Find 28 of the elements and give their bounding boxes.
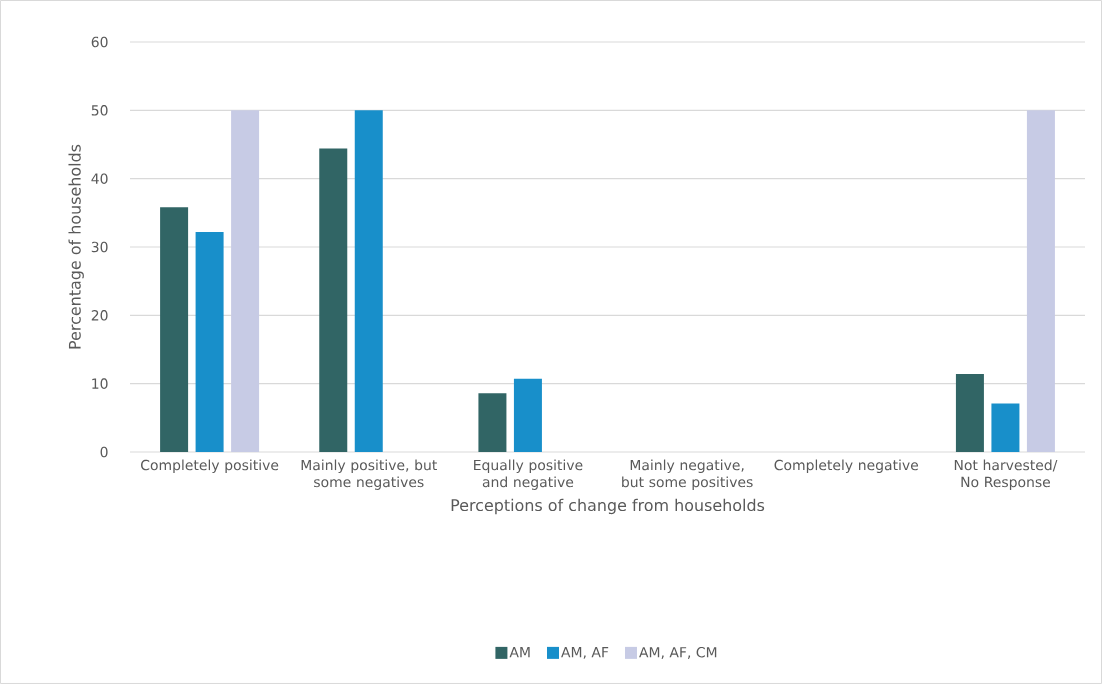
y-tick-label: 10 [92,378,108,389]
bar [195,231,224,452]
x-tick-label: Not harvested/ No Response [954,459,1058,490]
legend-label: AM [509,647,530,658]
y-tick-label: 20 [91,310,108,321]
x-tick-label: Equally positive and negative [474,459,583,490]
bar [319,148,348,452]
y-tick-label: 40 [91,173,108,184]
legend-label: AM, AF [561,647,609,659]
y-tick-label: 30 [91,241,108,253]
bar [955,374,984,452]
x-tick-label: Mainly positive, but some negatives [301,459,437,490]
bar [513,378,542,452]
x-tick-label: Completely positive [141,459,279,474]
x-tick-label: Mainly negative, but some positives [622,459,753,490]
bar [991,403,1020,452]
y-tick-label: 50 [91,105,108,116]
x-tick-label: Completely negative [774,459,919,474]
bar [1026,110,1055,452]
legend-label: AM, AF, CM [639,646,717,659]
bar [160,207,189,452]
y-tick-label: 60 [91,36,108,48]
bar [231,110,260,452]
bar [478,393,507,452]
bar [354,110,383,452]
y-tick-label: 0 [100,446,108,458]
x-axis-title: Perceptions of change from households [451,498,765,515]
y-axis-title: Percentage of households [68,144,84,349]
